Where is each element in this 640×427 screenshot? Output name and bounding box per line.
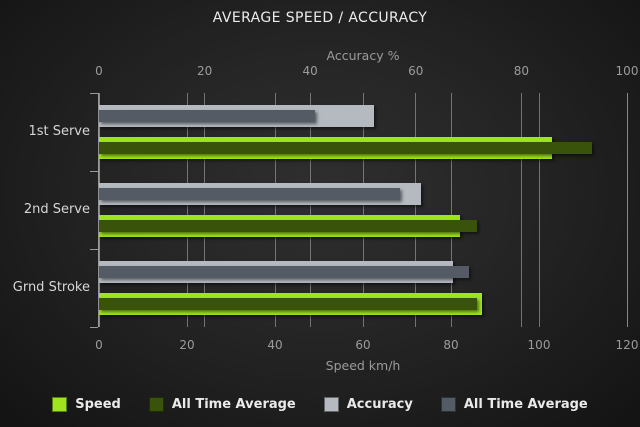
legend-label: Accuracy <box>346 397 413 412</box>
bottom-axis-tick-label: 100 <box>527 338 551 352</box>
top-axis-title: Accuracy % <box>326 48 400 63</box>
top-axis-tick-label: 20 <box>196 64 213 78</box>
legend-label: Speed <box>75 397 121 412</box>
y-axis-tick <box>90 249 98 250</box>
bar-all-time-average-1st-serve <box>99 110 316 122</box>
top-axis-tick-label: 80 <box>513 64 530 78</box>
category-label-grnd-stroke: Grnd Stroke <box>12 280 90 295</box>
legend-label: All Time Average <box>171 397 296 412</box>
top-axis-gridline <box>309 93 311 327</box>
y-axis-spine <box>98 93 99 327</box>
bottom-axis-tick-label: 120 <box>615 338 639 352</box>
legend-swatch-all-time-average <box>148 397 164 412</box>
chart-title: AVERAGE SPEED / ACCURACY <box>212 10 428 26</box>
legend-item-accuracy: Accuracy <box>323 397 413 412</box>
bottom-axis-gridline <box>186 93 188 327</box>
top-axis-gridline <box>204 93 206 327</box>
bar-all-time-average-2nd-serve <box>99 188 400 200</box>
bottom-axis-tick-label: 80 <box>443 338 459 352</box>
top-axis-tick-label: 60 <box>408 64 424 78</box>
bar-all-time-average-1st-serve <box>99 142 592 154</box>
top-axis-tick-label: 0 <box>95 64 103 78</box>
bottom-axis-gridline <box>538 93 540 327</box>
y-axis-tick <box>90 171 98 172</box>
bar-all-time-average-grnd-stroke <box>99 298 478 310</box>
bottom-axis-title: Speed km/h <box>325 358 401 373</box>
category-label-2nd-serve: 2nd Serve <box>23 202 90 217</box>
bottom-axis-gridline <box>450 93 452 327</box>
bottom-axis-tick-label: 0 <box>95 338 103 352</box>
legend-swatch-accuracy <box>323 397 339 412</box>
bar-all-time-average-2nd-serve <box>99 220 478 232</box>
top-axis-tick-label: 40 <box>302 64 318 78</box>
bottom-axis-gridline <box>626 93 628 327</box>
bottom-axis-tick-label: 20 <box>179 338 195 352</box>
legend: Speed All Time Average Accuracy All Time Av… <box>0 397 640 412</box>
bottom-axis-gridline <box>362 93 364 327</box>
category-label-1st-serve: 1st Serve <box>28 124 90 139</box>
legend-item-all-time-average: All Time Average <box>440 397 588 412</box>
top-axis-tick-label: 100 <box>615 64 639 78</box>
legend-swatch-all-time-average <box>440 397 456 412</box>
y-axis-tick <box>90 327 98 328</box>
top-axis-gridline <box>520 93 522 327</box>
legend-item-all-time-average: All Time Average <box>148 397 296 412</box>
bottom-axis-tick-label: 40 <box>267 338 283 352</box>
bottom-axis-tick-label: 60 <box>355 338 371 352</box>
legend-swatch-speed <box>52 397 68 412</box>
bottom-axis-gridline <box>98 93 100 327</box>
y-axis-tick <box>90 93 98 94</box>
bottom-axis-gridline <box>274 93 276 327</box>
top-axis-gridline <box>415 93 417 327</box>
legend-item-speed: Speed <box>52 397 121 412</box>
bar-all-time-average-grnd-stroke <box>99 266 469 278</box>
legend-label: All Time Average <box>463 397 588 412</box>
